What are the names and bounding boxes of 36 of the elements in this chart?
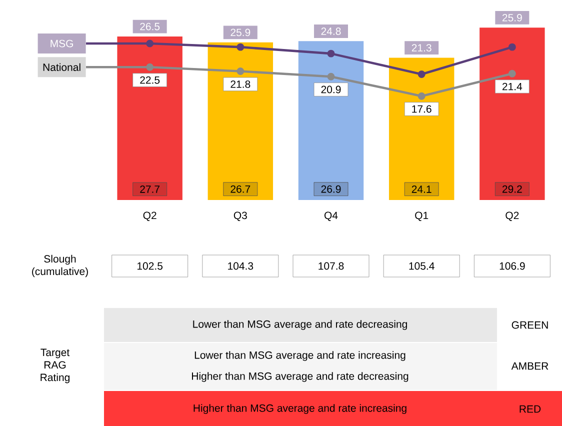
text: Higher than MSG average and rate increasing (194, 404, 406, 414)
data-label: 26.7 (230, 185, 250, 193)
text: AMBER (511, 362, 548, 370)
data-label: 21.8 (230, 80, 250, 88)
x-tick-label: Q1 (415, 212, 428, 222)
text: Slough (cumulative) (32, 254, 88, 278)
x-tick-label: Q3 (234, 212, 247, 222)
data-label: 21.3 (412, 44, 432, 52)
data-label: 27.7 (140, 185, 160, 193)
text: National (43, 63, 80, 72)
data-label: 26.9 (321, 185, 341, 193)
text: 104.3 (228, 262, 254, 270)
data-label: 24.1 (412, 185, 432, 193)
text: 105.4 (409, 262, 434, 270)
data-label: 29.2 (502, 185, 522, 193)
data-label: 26.5 (140, 22, 160, 30)
text: 107.8 (318, 262, 344, 270)
x-tick-label: Q2 (506, 212, 519, 222)
text: 102.5 (137, 262, 163, 270)
data-label: 21.4 (502, 82, 522, 90)
data-label: 17.6 (412, 105, 432, 113)
text: Lower than MSG average and rate decreasing (193, 320, 407, 330)
data-label: 24.8 (321, 28, 341, 35)
data-label: 22.5 (140, 76, 160, 84)
text: Lower than MSG average and rate increasing (194, 351, 406, 361)
text: 106.9 (500, 262, 525, 270)
x-tick-label: Q2 (143, 212, 156, 222)
text: RED (520, 405, 541, 413)
data-label: 25.9 (502, 14, 522, 22)
text: Target RAG Rating (40, 348, 70, 384)
data-label: 25.9 (230, 28, 250, 36)
text: Higher than MSG average and rate decreasing (192, 372, 408, 382)
data-label: 20.9 (321, 86, 341, 94)
text: GREEN (512, 321, 548, 329)
text: MSG (50, 40, 73, 48)
x-tick-label: Q4 (324, 212, 338, 222)
